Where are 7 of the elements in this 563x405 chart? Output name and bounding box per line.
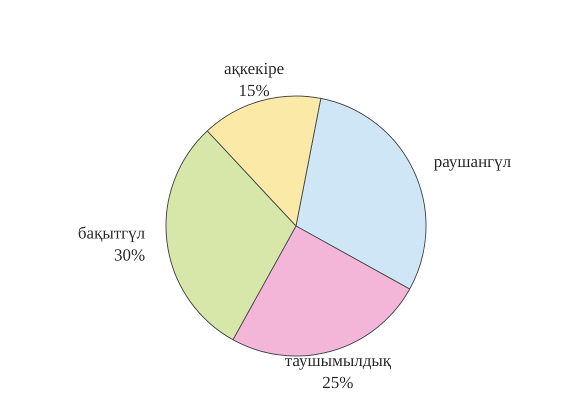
- slice-label: раушангүл: [434, 152, 512, 171]
- slice-label: ақкекіре: [224, 58, 284, 78]
- data-label: 25%: [322, 373, 354, 392]
- data-label: 30%: [114, 246, 146, 265]
- slice-label: таушымылдық: [284, 351, 392, 370]
- slice-label: бақытгүл: [78, 224, 146, 243]
- data-label: 15%: [238, 80, 270, 100]
